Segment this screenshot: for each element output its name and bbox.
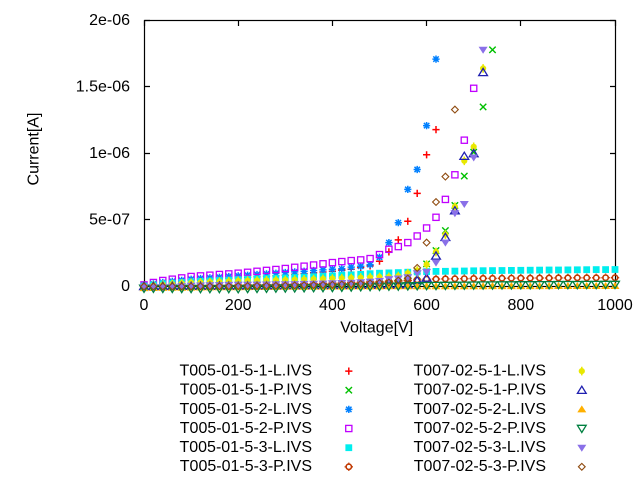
svg-text:Current[A]: Current[A]	[26, 113, 43, 186]
svg-text:0: 0	[140, 297, 149, 314]
svg-text:600: 600	[413, 297, 440, 314]
svg-text:1e-06: 1e-06	[89, 145, 130, 162]
svg-text:T005-01-5-3-L.IVS: T005-01-5-3-L.IVS	[179, 439, 312, 456]
svg-text:T005-01-5-1-P.IVS: T005-01-5-1-P.IVS	[180, 382, 312, 399]
svg-text:T005-01-5-2-L.IVS: T005-01-5-2-L.IVS	[179, 401, 312, 418]
svg-text:T005-01-5-3-P.IVS: T005-01-5-3-P.IVS	[180, 458, 312, 475]
svg-text:T007-02-5-2-L.IVS: T007-02-5-2-L.IVS	[413, 401, 546, 418]
svg-text:T007-02-5-3-P.IVS: T007-02-5-3-P.IVS	[414, 458, 546, 475]
svg-text:2e-06: 2e-06	[89, 12, 130, 29]
svg-text:T005-01-5-1-L.IVS: T005-01-5-1-L.IVS	[179, 363, 312, 380]
svg-text:Voltage[V]: Voltage[V]	[340, 320, 413, 337]
svg-text:T005-01-5-2-P.IVS: T005-01-5-2-P.IVS	[180, 420, 312, 437]
svg-text:200: 200	[225, 297, 252, 314]
svg-text:5e-07: 5e-07	[89, 211, 130, 228]
svg-text:800: 800	[507, 297, 534, 314]
svg-text:T007-02-5-3-L.IVS: T007-02-5-3-L.IVS	[413, 439, 546, 456]
svg-text:T007-02-5-2-P.IVS: T007-02-5-2-P.IVS	[414, 420, 546, 437]
svg-text:1.5e-06: 1.5e-06	[76, 78, 130, 95]
svg-text:1000: 1000	[597, 297, 633, 314]
svg-text:T007-02-5-1-P.IVS: T007-02-5-1-P.IVS	[414, 382, 546, 399]
svg-text:0: 0	[121, 278, 130, 295]
svg-text:T007-02-5-1-L.IVS: T007-02-5-1-L.IVS	[413, 363, 546, 380]
svg-text:400: 400	[319, 297, 346, 314]
